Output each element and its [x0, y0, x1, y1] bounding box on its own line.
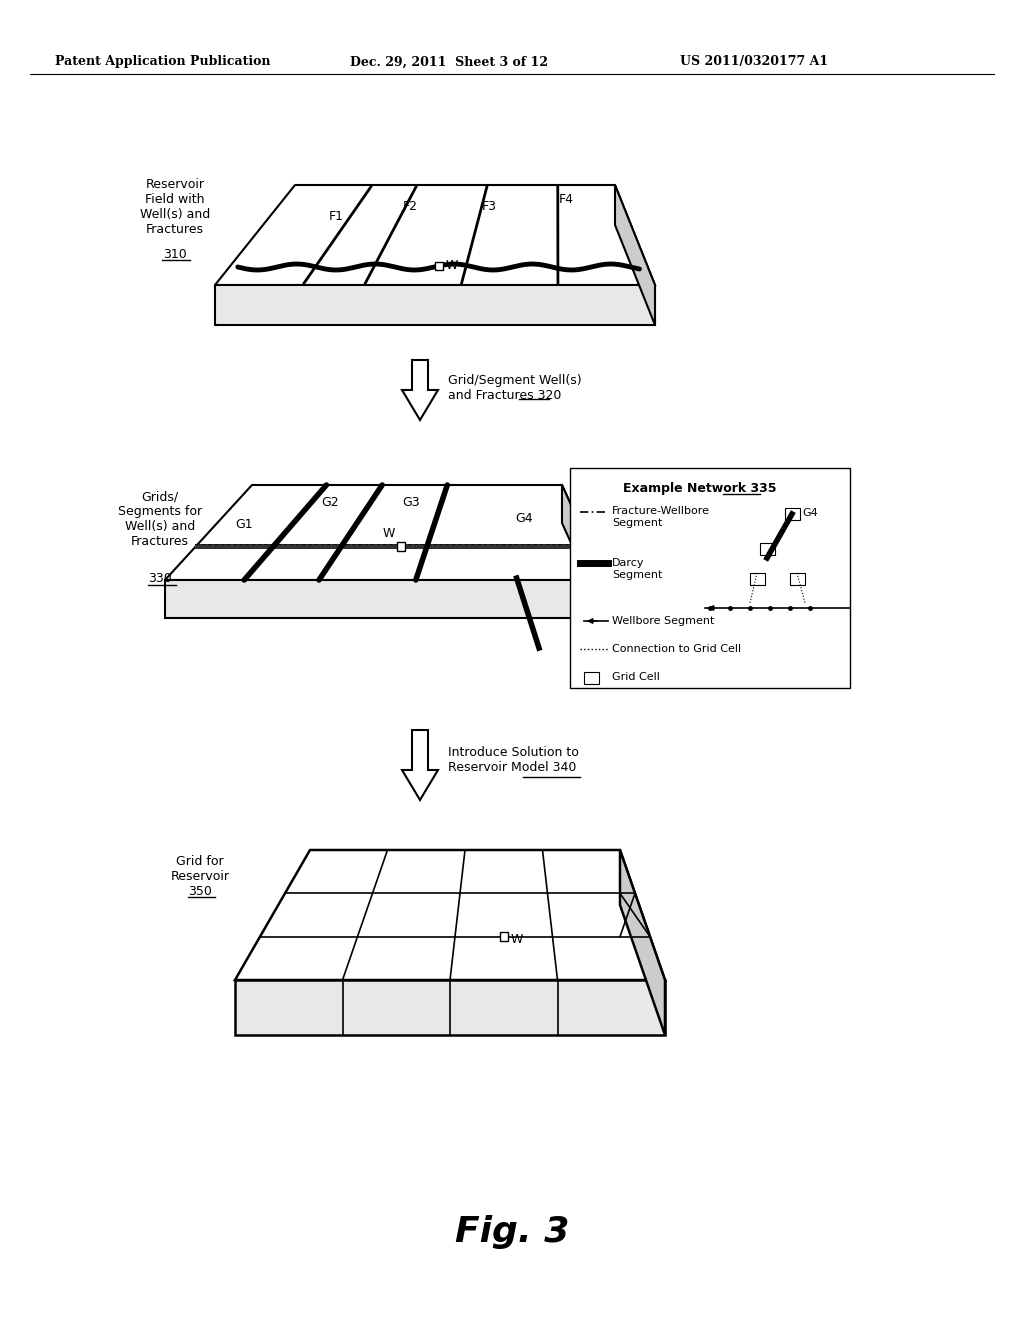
Text: Darcy
Segment: Darcy Segment: [612, 558, 663, 579]
Polygon shape: [562, 484, 605, 618]
Text: G2: G2: [321, 496, 339, 510]
Text: US 2011/0320177 A1: US 2011/0320177 A1: [680, 55, 828, 69]
Text: G4: G4: [515, 512, 532, 525]
Bar: [570, 469, 850, 688]
Text: F3: F3: [481, 201, 497, 213]
Text: F4: F4: [559, 193, 574, 206]
Text: Reservoir
Field with
Well(s) and
Fractures: Reservoir Field with Well(s) and Fractur…: [140, 178, 210, 236]
Polygon shape: [196, 544, 590, 549]
Text: Grids/
Segments for
Well(s) and
Fractures: Grids/ Segments for Well(s) and Fracture…: [118, 490, 202, 548]
Polygon shape: [165, 579, 605, 618]
Text: Introduce Solution to
Reservoir Model 340: Introduce Solution to Reservoir Model 34…: [449, 746, 579, 774]
Polygon shape: [234, 850, 665, 979]
Polygon shape: [402, 360, 438, 420]
Text: Fig. 3: Fig. 3: [455, 1214, 569, 1249]
Text: W: W: [383, 527, 395, 540]
Text: F1: F1: [329, 210, 344, 223]
Text: F2: F2: [402, 201, 418, 213]
Polygon shape: [215, 285, 655, 325]
Text: Patent Application Publication: Patent Application Publication: [55, 55, 270, 69]
Bar: [434, 261, 442, 271]
Bar: [790, 573, 805, 585]
Text: W: W: [511, 933, 523, 945]
Text: Dec. 29, 2011  Sheet 3 of 12: Dec. 29, 2011 Sheet 3 of 12: [350, 55, 548, 69]
Text: 310: 310: [163, 248, 186, 261]
Bar: [750, 573, 765, 585]
Polygon shape: [165, 484, 605, 579]
Text: W: W: [445, 259, 458, 272]
Bar: [584, 672, 599, 684]
Polygon shape: [402, 730, 438, 800]
Text: 330: 330: [148, 572, 172, 585]
Polygon shape: [620, 850, 665, 1035]
Bar: [500, 932, 508, 941]
Text: Wellbore Segment: Wellbore Segment: [612, 616, 715, 626]
Text: Fracture-Wellbore
Segment: Fracture-Wellbore Segment: [612, 506, 710, 528]
Text: G3: G3: [402, 496, 420, 510]
Text: Connection to Grid Cell: Connection to Grid Cell: [612, 644, 741, 653]
Bar: [396, 541, 404, 550]
Polygon shape: [215, 185, 655, 285]
Polygon shape: [234, 979, 665, 1035]
Text: Grid for
Reservoir: Grid for Reservoir: [171, 855, 229, 883]
Text: Grid Cell: Grid Cell: [612, 672, 659, 682]
Polygon shape: [615, 185, 655, 325]
Text: 350: 350: [188, 884, 212, 898]
Text: G4: G4: [802, 508, 818, 517]
Bar: [760, 543, 775, 554]
Text: G1: G1: [234, 517, 253, 531]
Bar: [785, 508, 800, 520]
Text: Example Network 335: Example Network 335: [624, 482, 777, 495]
Text: Grid/Segment Well(s)
and Fractures 320: Grid/Segment Well(s) and Fractures 320: [449, 374, 582, 403]
